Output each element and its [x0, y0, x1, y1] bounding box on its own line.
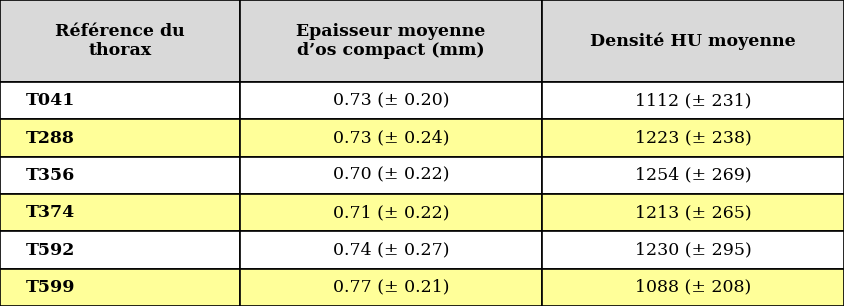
Text: T592: T592: [25, 241, 74, 259]
Text: 0.74 (± 0.27): 0.74 (± 0.27): [333, 241, 449, 259]
Text: Référence du
thorax: Référence du thorax: [55, 23, 185, 59]
Text: 1088 (± 208): 1088 (± 208): [636, 279, 751, 296]
Bar: [542, 0, 844, 82]
Bar: [542, 157, 844, 194]
Bar: [240, 194, 542, 231]
Bar: [0, 82, 240, 119]
Text: 1254 (± 269): 1254 (± 269): [635, 167, 751, 184]
Bar: [240, 269, 542, 306]
Text: 0.73 (± 0.20): 0.73 (± 0.20): [333, 92, 449, 109]
Bar: [0, 194, 240, 231]
Text: 1213 (± 265): 1213 (± 265): [635, 204, 751, 221]
Bar: [240, 231, 542, 269]
Text: 0.73 (± 0.24): 0.73 (± 0.24): [333, 129, 449, 147]
Text: T599: T599: [25, 279, 75, 296]
Text: 1230 (± 295): 1230 (± 295): [635, 241, 752, 259]
Text: 0.70 (± 0.22): 0.70 (± 0.22): [333, 167, 449, 184]
Bar: [240, 157, 542, 194]
Bar: [0, 119, 240, 157]
Bar: [0, 0, 240, 82]
Text: T374: T374: [25, 204, 74, 221]
Text: 1223 (± 238): 1223 (± 238): [635, 129, 752, 147]
Bar: [0, 157, 240, 194]
Bar: [0, 269, 240, 306]
Bar: [542, 119, 844, 157]
Bar: [542, 82, 844, 119]
Text: T288: T288: [25, 129, 74, 147]
Bar: [542, 231, 844, 269]
Text: 1112 (± 231): 1112 (± 231): [635, 92, 751, 109]
Bar: [0, 231, 240, 269]
Text: Densité HU moyenne: Densité HU moyenne: [591, 32, 796, 50]
Bar: [240, 82, 542, 119]
Text: 0.77 (± 0.21): 0.77 (± 0.21): [333, 279, 449, 296]
Bar: [240, 0, 542, 82]
Text: 0.71 (± 0.22): 0.71 (± 0.22): [333, 204, 449, 221]
Bar: [240, 119, 542, 157]
Text: T041: T041: [25, 92, 75, 109]
Bar: [542, 269, 844, 306]
Text: Epaisseur moyenne
d’os compact (mm): Epaisseur moyenne d’os compact (mm): [296, 23, 486, 59]
Bar: [542, 194, 844, 231]
Text: T356: T356: [25, 167, 74, 184]
